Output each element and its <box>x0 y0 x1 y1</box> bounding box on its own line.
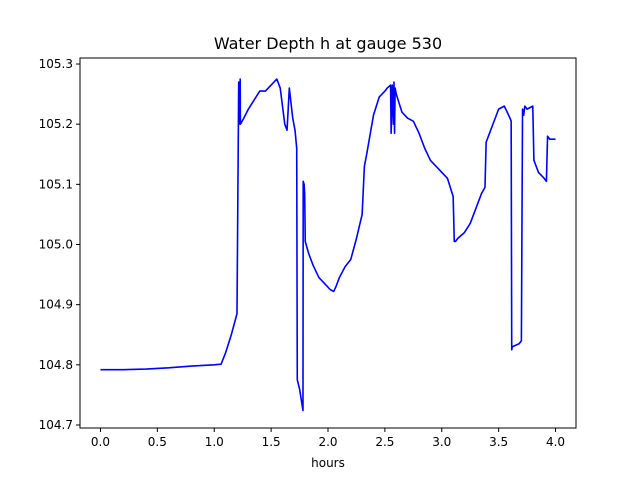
x-tick-label: 4.0 <box>546 435 565 449</box>
x-tick-label: 0.5 <box>148 435 167 449</box>
y-tick-label: 105.1 <box>39 177 73 191</box>
series-line-0 <box>100 78 556 412</box>
plot-area <box>100 78 556 412</box>
x-tick-label: 3.0 <box>432 435 451 449</box>
y-tick-label: 104.8 <box>39 358 73 372</box>
y-tick-label: 105.0 <box>39 238 73 252</box>
y-tick-label: 105.2 <box>39 117 73 131</box>
x-tick-label: 2.5 <box>375 435 394 449</box>
x-axis: 0.0 0.5 1.0 1.5 2.0 2.5 3.0 3.5 4.0 <box>91 428 565 449</box>
y-axis: 104.7 104.8 104.9 105.0 105.1 105.2 105.3 <box>39 57 80 432</box>
y-tick-label: 104.7 <box>39 418 73 432</box>
chart-title: Water Depth h at gauge 530 <box>214 34 442 53</box>
x-tick-label: 1.0 <box>205 435 224 449</box>
x-tick-label: 1.5 <box>262 435 281 449</box>
x-tick-label: 3.5 <box>489 435 508 449</box>
x-tick-label: 2.0 <box>318 435 337 449</box>
y-tick-label: 104.9 <box>39 298 73 312</box>
x-tick-label: 0.0 <box>91 435 110 449</box>
y-tick-label: 105.3 <box>39 57 73 71</box>
x-axis-label: hours <box>311 456 345 470</box>
